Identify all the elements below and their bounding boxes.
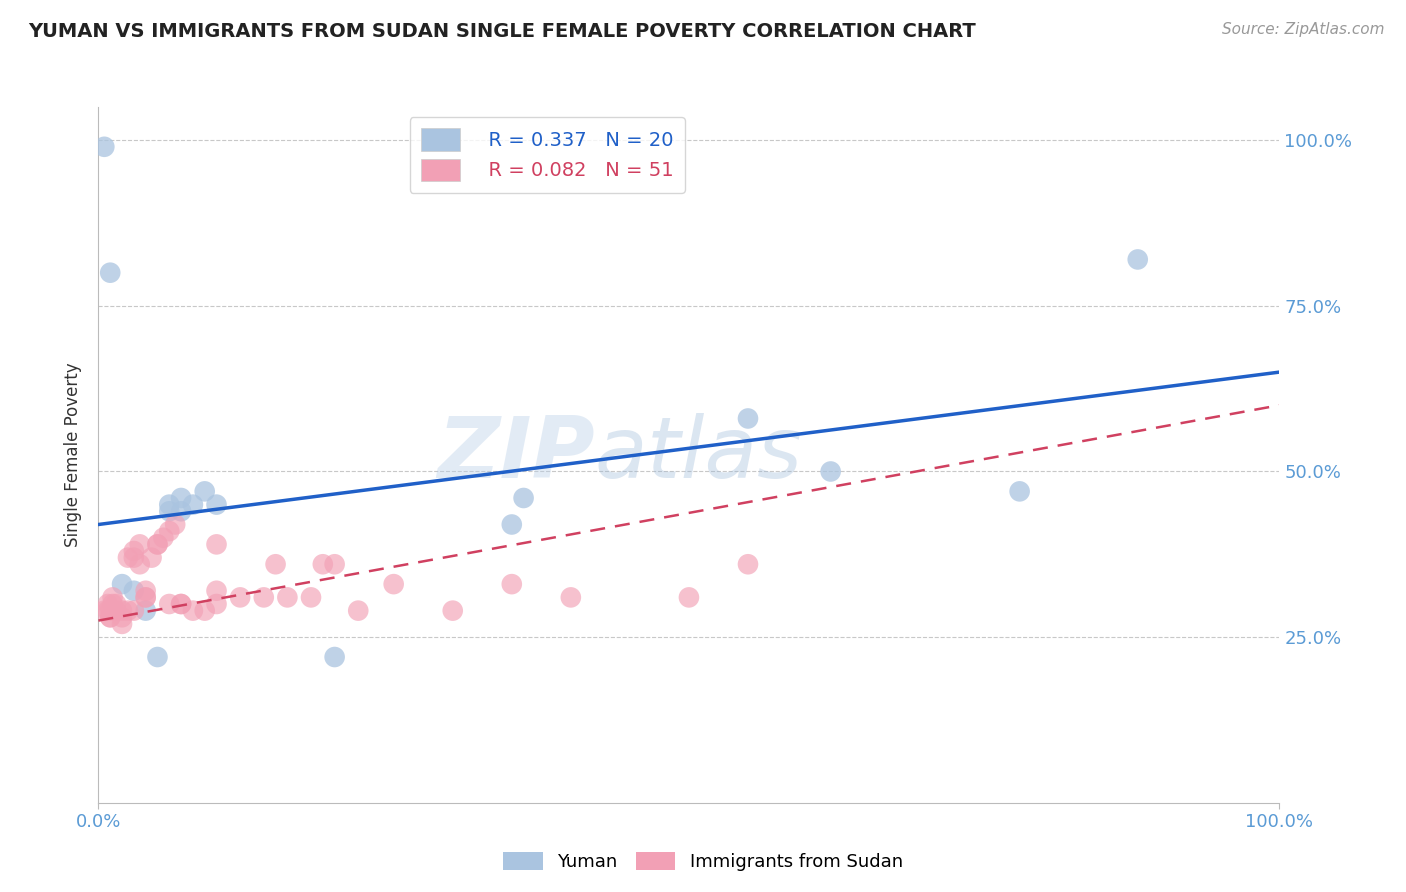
Point [105, 597, 128, 611]
Point [157, 504, 180, 518]
Text: atlas: atlas [595, 413, 803, 497]
Point [820, 465, 842, 479]
Point [128, 537, 150, 551]
Point [323, 650, 346, 665]
Point [382, 577, 405, 591]
Point [135, 591, 157, 605]
Point [146, 537, 169, 551]
Point [146, 650, 169, 665]
Point [501, 517, 523, 532]
Y-axis label: Single Female Poverty: Single Female Poverty [65, 363, 83, 547]
Legend: Yuman, Immigrants from Sudan: Yuman, Immigrants from Sudan [496, 845, 910, 879]
Point [501, 577, 523, 591]
Point [128, 558, 150, 572]
Point [111, 616, 134, 631]
Point [141, 550, 163, 565]
Point [737, 558, 759, 572]
Point [194, 604, 217, 618]
Point [347, 604, 370, 618]
Point [101, 591, 124, 605]
Point [181, 604, 204, 618]
Point [101, 597, 124, 611]
Point [117, 604, 139, 618]
Point [93, 604, 115, 618]
Point [105, 604, 128, 618]
Point [157, 597, 180, 611]
Point [93, 140, 115, 154]
Point [560, 591, 582, 605]
Point [678, 591, 700, 605]
Point [299, 591, 322, 605]
Point [181, 498, 204, 512]
Text: YUMAN VS IMMIGRANTS FROM SUDAN SINGLE FEMALE POVERTY CORRELATION CHART: YUMAN VS IMMIGRANTS FROM SUDAN SINGLE FE… [28, 22, 976, 41]
Point [170, 491, 193, 505]
Point [157, 524, 180, 538]
Point [737, 411, 759, 425]
Point [512, 491, 534, 505]
Point [98, 610, 121, 624]
Point [205, 498, 228, 512]
Point [323, 558, 346, 572]
Point [312, 558, 335, 572]
Point [441, 604, 464, 618]
Point [152, 531, 174, 545]
Point [98, 266, 121, 280]
Point [97, 604, 120, 618]
Point [157, 498, 180, 512]
Point [122, 550, 145, 565]
Point [253, 591, 276, 605]
Text: Source: ZipAtlas.com: Source: ZipAtlas.com [1222, 22, 1385, 37]
Point [122, 544, 145, 558]
Point [205, 583, 228, 598]
Point [170, 504, 193, 518]
Text: ZIP: ZIP [437, 413, 595, 497]
Point [135, 591, 157, 605]
Point [111, 604, 134, 618]
Point [1126, 252, 1149, 267]
Point [111, 610, 134, 624]
Point [117, 550, 139, 565]
Point [97, 597, 120, 611]
Point [205, 597, 228, 611]
Point [264, 558, 287, 572]
Point [98, 604, 121, 618]
Point [194, 484, 217, 499]
Point [205, 537, 228, 551]
Point [122, 583, 145, 598]
Point [276, 591, 298, 605]
Point [98, 610, 121, 624]
Point [1008, 484, 1031, 499]
Point [165, 517, 187, 532]
Point [170, 597, 193, 611]
Point [135, 583, 157, 598]
Point [229, 591, 252, 605]
Point [170, 597, 193, 611]
Point [146, 537, 169, 551]
Point [111, 577, 134, 591]
Point [135, 604, 157, 618]
Legend:   R = 0.337   N = 20,   R = 0.082   N = 51: R = 0.337 N = 20, R = 0.082 N = 51 [409, 117, 685, 193]
Point [122, 604, 145, 618]
